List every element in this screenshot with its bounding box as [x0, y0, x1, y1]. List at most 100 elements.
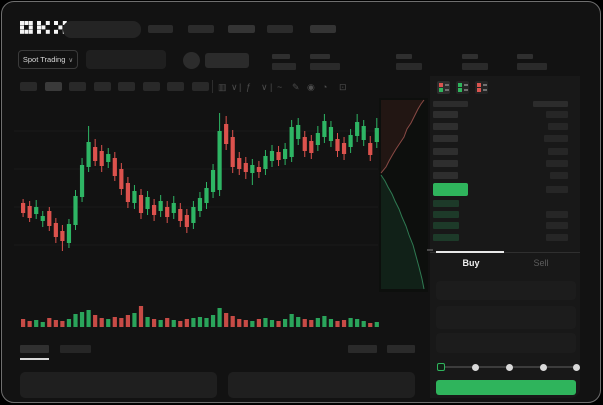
indicators-icon[interactable]: ƒ — [246, 82, 252, 92]
stat-value — [517, 63, 547, 70]
ask-price-bar[interactable] — [433, 148, 458, 155]
ask-price-bar[interactable] — [433, 160, 458, 167]
active-tab-indicator — [436, 251, 504, 253]
toolbar-divider — [212, 80, 213, 93]
token-avatar — [183, 52, 200, 69]
price-amount-bar — [546, 186, 568, 193]
orderbook-col-header — [533, 101, 568, 107]
ask-amount-bar — [546, 111, 568, 118]
timeframe-button[interactable] — [93, 82, 111, 91]
icon-line — [464, 84, 468, 86]
icon-square-green — [439, 88, 443, 92]
active-bottom-tab-underline — [20, 358, 49, 360]
slider-handle[interactable] — [437, 363, 445, 371]
ask-amount-bar — [544, 135, 568, 142]
form-field[interactable] — [436, 306, 576, 329]
ask-price-bar[interactable] — [433, 172, 458, 179]
form-field[interactable] — [436, 281, 576, 300]
slider-dot[interactable] — [540, 364, 547, 371]
nav-item[interactable] — [148, 25, 173, 33]
icon-line — [445, 84, 449, 86]
icon-square-red — [477, 88, 481, 92]
history-icon[interactable]: ◔ — [322, 82, 328, 92]
tab-buy[interactable]: Buy — [462, 258, 480, 268]
timeframe-button[interactable] — [191, 82, 209, 91]
line-tool-icon[interactable]: ~ — [277, 82, 283, 92]
orderbook-col-header — [433, 101, 468, 107]
ask-price-bar[interactable] — [433, 123, 458, 130]
depth-chart-panel — [379, 98, 428, 292]
icon-line — [445, 89, 449, 91]
icon-square-red — [439, 83, 443, 87]
camera-icon[interactable]: ◉ — [307, 82, 315, 92]
bid-amount-bar — [546, 222, 568, 229]
slider-dot[interactable] — [506, 364, 513, 371]
form-field[interactable] — [436, 333, 576, 353]
stat-label — [396, 54, 412, 59]
bid-price-bar[interactable] — [433, 234, 459, 241]
last-price-bar[interactable] — [433, 183, 468, 196]
pair-name-box — [205, 53, 249, 68]
timeframe-button[interactable] — [118, 82, 135, 91]
ask-amount-bar — [546, 160, 568, 167]
depth-price-marker — [427, 249, 433, 251]
timeframe-button[interactable] — [167, 82, 184, 91]
timeframe-button[interactable] — [44, 82, 62, 91]
market-type-label: Spot Trading — [22, 55, 66, 64]
slider-dot[interactable] — [573, 364, 580, 371]
draw-icon[interactable]: ✎ — [292, 82, 300, 92]
icon-line — [483, 89, 487, 91]
icon-line — [464, 89, 468, 91]
separator: | — [239, 82, 242, 92]
chevron-down-icon: ∨ — [68, 56, 74, 64]
bid-price-bar[interactable] — [433, 222, 459, 229]
ask-amount-bar — [548, 123, 568, 130]
fullscreen-icon[interactable]: ⊡ — [339, 82, 347, 92]
timeframe-button[interactable] — [142, 82, 160, 91]
nav-item[interactable] — [188, 25, 214, 33]
tab-divider — [430, 252, 580, 253]
ask-amount-bar — [550, 172, 568, 179]
search-input[interactable] — [63, 21, 141, 38]
ask-amount-bar — [548, 148, 568, 155]
timeframe-button[interactable] — [20, 82, 37, 91]
stat-label — [310, 54, 330, 59]
stat-label — [272, 54, 290, 59]
nav-item[interactable] — [310, 25, 336, 33]
bid-amount-bar — [546, 211, 568, 218]
nav-item[interactable] — [228, 25, 255, 33]
bid-price-bar[interactable] — [433, 211, 459, 218]
icon-square-red — [477, 83, 481, 87]
ask-price-bar[interactable] — [433, 111, 458, 118]
stat-label — [462, 54, 478, 59]
stat-value — [310, 63, 340, 70]
icon-square-green — [458, 88, 462, 92]
bid-price-bar[interactable] — [433, 200, 459, 207]
separator: | — [270, 82, 273, 92]
chevron-down-icon[interactable]: ∨ — [231, 82, 238, 92]
icon-line — [483, 84, 487, 86]
bid-amount-bar — [546, 234, 568, 241]
bottom-action-box[interactable] — [348, 345, 377, 353]
tab-sell[interactable]: Sell — [533, 258, 549, 268]
stat-value — [396, 63, 422, 70]
orders-panel — [20, 372, 217, 398]
stat-label — [517, 54, 533, 59]
stat-value — [272, 63, 296, 70]
pair-dropdown[interactable] — [86, 50, 166, 69]
bottom-tab[interactable] — [60, 345, 91, 353]
ask-price-bar[interactable] — [433, 135, 458, 142]
chevron-down-icon[interactable]: ∨ — [261, 82, 268, 92]
stat-value — [462, 63, 488, 70]
candle-style-icon[interactable]: ▥ — [218, 82, 227, 92]
nav-item[interactable] — [267, 25, 293, 33]
timeframe-button[interactable] — [69, 82, 86, 91]
market-type-selector[interactable]: Spot Trading ∨ — [18, 50, 78, 69]
buy-submit-button[interactable] — [436, 380, 576, 395]
bottom-action-box[interactable] — [387, 345, 415, 353]
icon-square-green — [458, 83, 462, 87]
orders-panel — [228, 372, 415, 398]
slider-dot[interactable] — [472, 364, 479, 371]
bottom-tab[interactable] — [20, 345, 49, 353]
